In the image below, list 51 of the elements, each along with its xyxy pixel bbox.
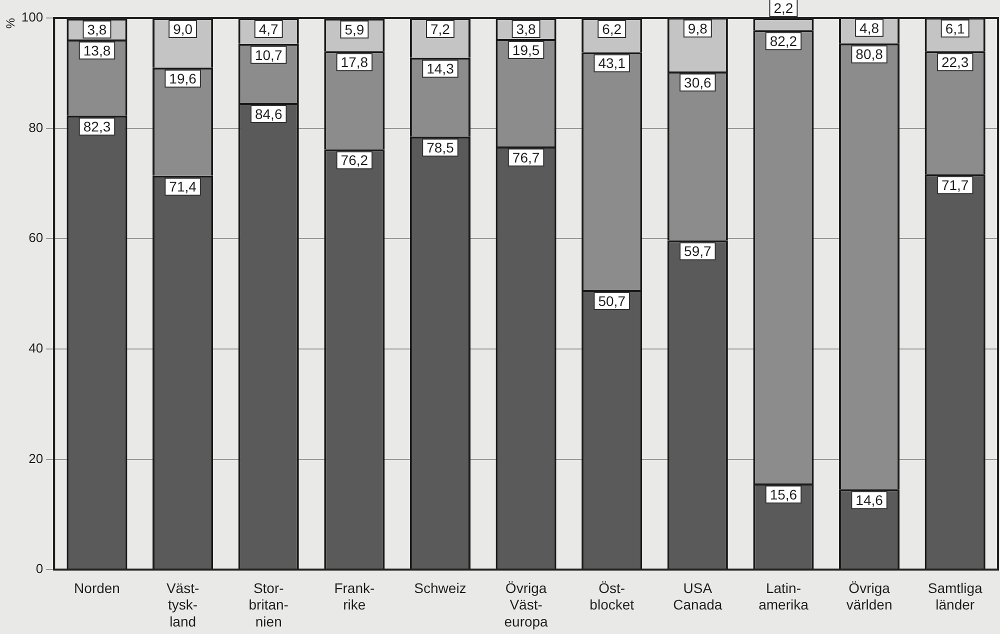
data-label: 50,7 [598, 292, 626, 309]
y-tick-label: 80 [28, 120, 44, 135]
data-label: 17,8 [340, 54, 368, 70]
data-label: 82,2 [770, 32, 798, 49]
x-tick-label: Samtliga länder [928, 580, 983, 613]
x-tick-label: Öst- blocket [590, 580, 634, 613]
x-tick-label: Stor- britan- nien [248, 580, 289, 630]
data-label: 78,5 [426, 139, 454, 156]
data-label: 3,8 [516, 20, 536, 37]
data-label: 15,6 [770, 486, 798, 502]
data-label: 82,3 [83, 118, 111, 134]
x-tick-label: Latin- amerika [758, 580, 809, 613]
data-label: 30,6 [684, 74, 712, 90]
data-label: 19,6 [169, 70, 197, 87]
data-label: 6,2 [602, 20, 622, 37]
y-tick-label: 0 [36, 561, 44, 576]
data-label: 3,8 [87, 21, 107, 38]
y-axis-title: % [4, 18, 18, 29]
data-label: 80,8 [856, 46, 884, 62]
data-label: 2,2 [774, 0, 794, 16]
data-label: 9,8 [688, 20, 708, 36]
data-label: 14,6 [856, 492, 884, 508]
y-tick-label: 100 [21, 10, 44, 25]
data-label: 59,7 [684, 243, 712, 260]
x-tick-label: Övriga Väst- europa [504, 580, 548, 630]
x-tick-label: Frank- rike [334, 580, 375, 613]
x-tick-label: Norden [74, 580, 120, 596]
data-label: 71,4 [169, 178, 197, 195]
x-tick-label: Schweiz [414, 580, 466, 596]
data-label: 9,0 [173, 20, 193, 37]
data-label: 4,7 [258, 20, 279, 37]
data-label: 19,5 [512, 42, 540, 58]
y-tick-label: 20 [28, 450, 44, 466]
x-tick-label: Väst- tysk- land [166, 580, 200, 630]
y-tick-label: 60 [28, 230, 44, 246]
x-tick-label: Övriga världen [846, 580, 892, 613]
data-label: 5,9 [344, 21, 364, 38]
data-label: 4,8 [860, 20, 880, 36]
data-label: 7,2 [430, 20, 450, 37]
x-tick-label: USA Canada [673, 580, 722, 613]
data-label: 71,7 [941, 176, 969, 193]
data-label: 10,7 [254, 46, 282, 63]
data-label: 84,6 [254, 106, 282, 122]
data-label: 13,8 [83, 42, 111, 58]
data-label: 76,7 [512, 149, 540, 166]
y-tick-label: 40 [28, 340, 44, 356]
data-label: 14,3 [426, 60, 454, 77]
data-label: 22,3 [941, 54, 969, 70]
data-label: 43,1 [598, 55, 626, 72]
data-label: 76,2 [340, 152, 368, 168]
data-label: 6,1 [945, 20, 966, 36]
